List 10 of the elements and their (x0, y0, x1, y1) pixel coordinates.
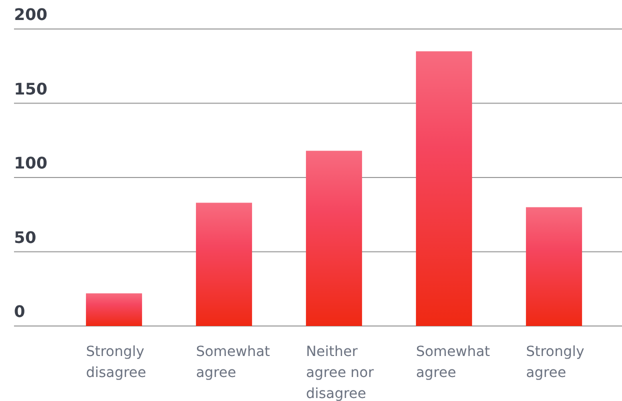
x-tick-label: Neither agree nor disagree (306, 344, 374, 401)
y-tick-label: 150 (14, 79, 48, 98)
y-tick-label: 200 (14, 5, 48, 24)
y-tick-label: 0 (14, 302, 26, 321)
y-tick-label: 100 (14, 154, 48, 172)
x-tick-label: Strongly disagree (86, 344, 146, 381)
x-tick-label: Somewhat agree (196, 344, 271, 381)
x-tick-label: Somewhat agree (416, 344, 491, 381)
x-tick-label: Strongly agree (526, 344, 584, 381)
y-tick-label: 50 (14, 228, 36, 247)
